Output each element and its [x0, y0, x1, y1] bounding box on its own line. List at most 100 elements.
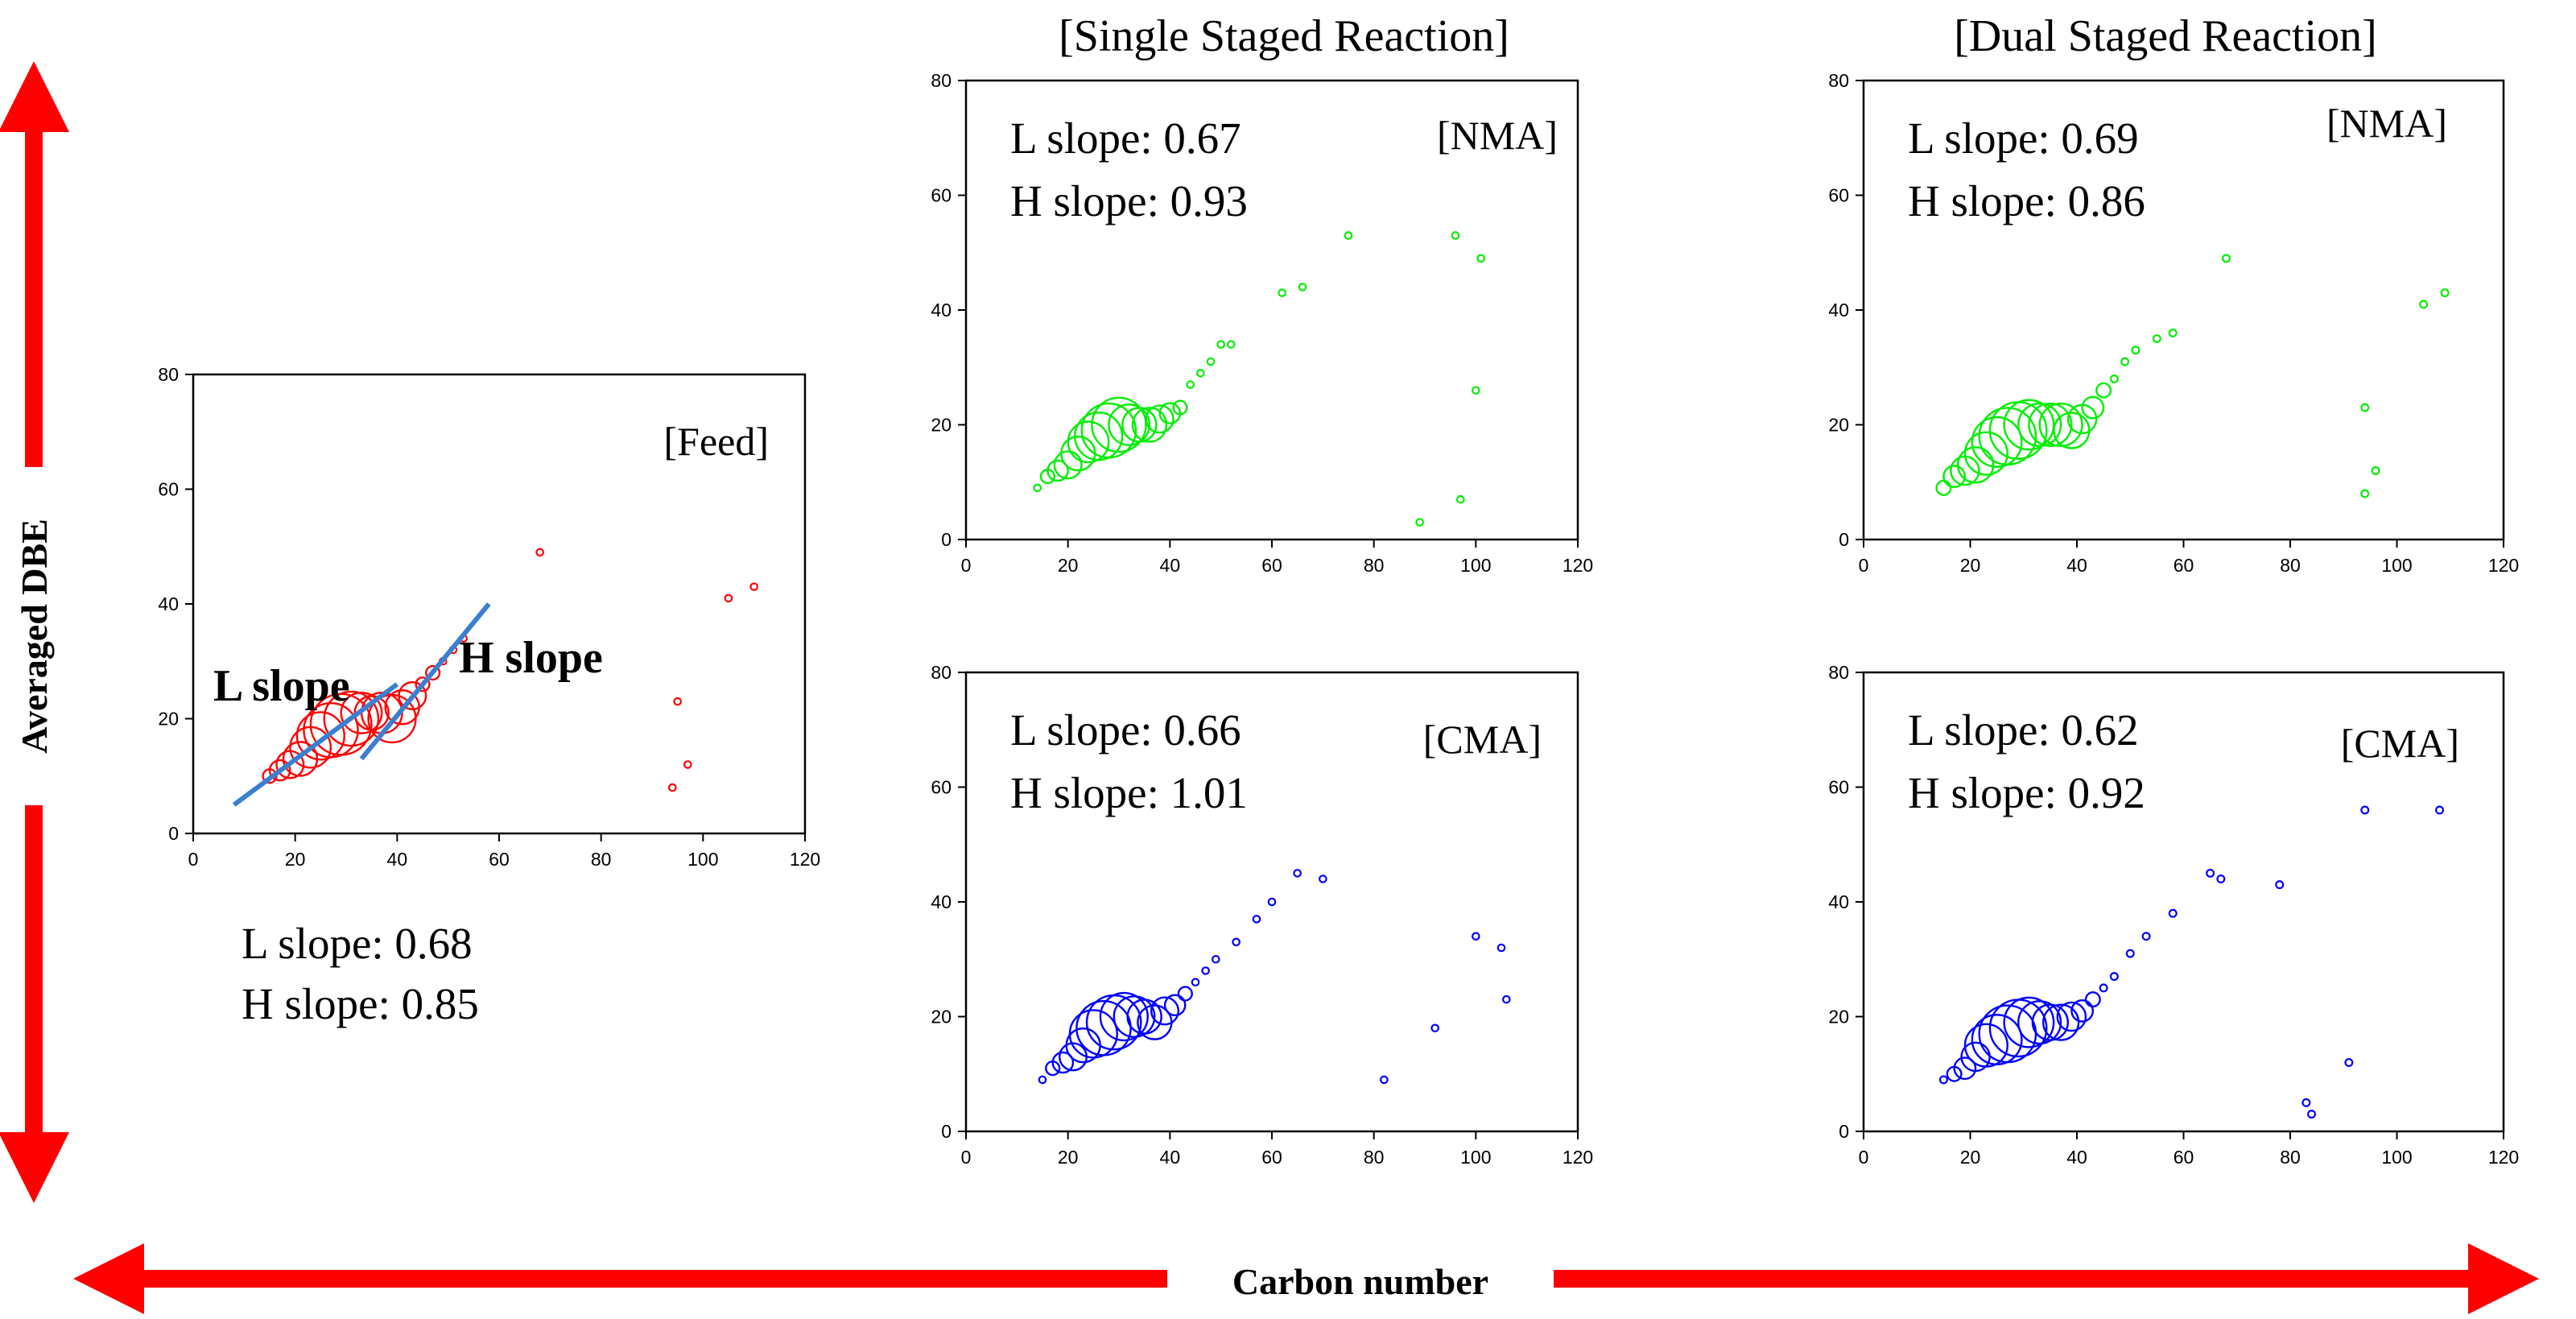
dual-cma-x-tick-label: 100: [2381, 1147, 2412, 1168]
dual-cma-data-point: [2003, 996, 2055, 1048]
dual-cma-data-point: [2275, 880, 2285, 890]
dual-cma-data-point: [2056, 1001, 2087, 1032]
dual-nma-y-tick-label: 60: [1828, 185, 1849, 206]
dual-cma-data-point: [1953, 1056, 1977, 1081]
dual-nma-data-point: [1963, 431, 2008, 476]
single-nma-sample-label: [NMA]: [1437, 113, 1558, 158]
feed-sample-label: [Feed]: [664, 419, 770, 464]
single-nma-data-point: [1476, 254, 1485, 263]
single-nma-y-tick-label: 0: [941, 529, 952, 550]
dual-cma-data-point: [2109, 972, 2119, 982]
feed-x-tick-label: 20: [285, 849, 306, 870]
panel-single-cma: 0 20 40 60 80 100 120 0 20 40 60 80 [CMA] L slope: 0.…: [931, 662, 1593, 1168]
dual-cma-data-point: [2041, 1003, 2080, 1041]
single-cma-data-point: [1319, 875, 1327, 883]
single-nma-x-tick-label: 0: [961, 555, 972, 576]
dual-nma-data-point: [2360, 403, 2370, 412]
single-nma-data-point: [1456, 494, 1465, 504]
dual-cma-data-point: [2301, 1098, 2311, 1107]
dual-nma-x-tick-label: 120: [2488, 555, 2519, 576]
dual-nma-y-tick-label: 0: [1839, 529, 1849, 550]
single-nma-data-point: [1472, 386, 1480, 395]
single-cma-data-point: [1267, 897, 1277, 907]
single-nma-data-point: [1227, 340, 1236, 349]
dual-nma-data-point: [2222, 254, 2231, 263]
dual-nma-data-point: [2131, 345, 2140, 355]
panel-dual-cma: 0 20 40 60 80 100 120 0 20 40 60 80 [CMA] L slope: 0.…: [1828, 662, 2519, 1168]
dual-cma-sample-label: [CMA]: [2341, 721, 2459, 766]
feed-data-point: [673, 697, 682, 706]
single-nma-data-point: [1196, 369, 1205, 378]
dual-cma-data-point: [2435, 805, 2444, 815]
dual-nma-data-point: [1935, 479, 1952, 496]
single-cma-data-point: [1201, 966, 1210, 975]
header-single-staged: [Single Staged Reaction]: [1059, 11, 1509, 61]
single-cma-data-point: [1150, 996, 1179, 1026]
single-cma-y-tick-label: 80: [931, 662, 952, 683]
feed-y-tick-label: 0: [168, 823, 179, 844]
dual-cma-data-point: [2125, 949, 2135, 958]
panel-feed: 0 20 40 60 80 100 120 0 20 40 60 80 [Feed]: [158, 364, 820, 870]
dual-cma-data-point: [1938, 1075, 1948, 1085]
dual-cma-data-point: [2206, 868, 2215, 878]
single-nma-data-point: [1216, 340, 1225, 349]
dual-cma-y-tick-label: 80: [1828, 662, 1849, 683]
single-cma-data-point: [1126, 999, 1162, 1035]
feed-data-point: [724, 593, 733, 603]
single-cma-x-tick-label: 100: [1460, 1147, 1491, 1168]
dual-cma-y-tick-label: 0: [1839, 1121, 1849, 1142]
single-nma-data-point: [1415, 518, 1424, 527]
dual-nma-data-point: [2095, 382, 2112, 399]
dual-cma-x-tick-label: 0: [1859, 1147, 1869, 1168]
feed-data-point: [295, 711, 345, 761]
feed-x-tick-label: 60: [489, 849, 510, 870]
feed-y-tick-label: 40: [158, 593, 179, 614]
y-axis-title: Averaged DBE: [14, 519, 55, 754]
single-cma-data-point: [1051, 1051, 1075, 1074]
feed-data-point: [323, 690, 380, 747]
single-cma-x-tick-label: 120: [1563, 1147, 1593, 1168]
single-nma-data-point: [1121, 407, 1158, 443]
feed-data-point: [683, 760, 692, 769]
single-nma-data-point: [1074, 411, 1124, 461]
single-nma-data-point: [1298, 283, 1307, 292]
dual-cma-data-point: [2141, 932, 2151, 941]
single-cma-data-point: [1472, 932, 1480, 941]
single-nma-data-point: [1080, 402, 1137, 459]
feed-data-point: [268, 759, 291, 782]
feed-y-tick-label: 20: [158, 709, 179, 730]
single-cma-data-point: [1068, 1009, 1118, 1059]
dual-cma-x-tick-label: 80: [2280, 1147, 2301, 1168]
single-cma-x-tick-label: 0: [961, 1147, 972, 1168]
single-cma-data-point: [1038, 1075, 1047, 1085]
single-cma-y-tick-label: 0: [941, 1121, 952, 1142]
dual-cma-data-point: [2070, 999, 2095, 1023]
feed-l-slope-value: L slope: 0.68: [242, 919, 473, 968]
single-nma-y-tick-label: 80: [931, 70, 952, 91]
dual-nma-data-point: [2419, 300, 2429, 309]
feed-h-slope-value: H slope: 0.85: [242, 979, 479, 1028]
dual-nma-data-point: [2017, 402, 2062, 448]
dual-cma-data-point: [2168, 908, 2178, 918]
feed-h-slope-annotation: H slope: [459, 633, 603, 683]
single-nma-x-tick-label: 80: [1364, 555, 1385, 576]
panel-single-nma: 0 20 40 60 80 100 120 0 20 40 60 80 [NMA] L slope: 0.…: [931, 70, 1593, 576]
single-nma-data-point: [1053, 450, 1083, 480]
feed-data-point: [425, 664, 441, 681]
single-cma-y-tick-label: 40: [931, 891, 952, 912]
single-nma-data-point: [1046, 459, 1069, 482]
feed-data-point: [415, 676, 431, 693]
dual-nma-data-point: [2360, 489, 2370, 498]
single-nma-y-tick-label: 40: [931, 300, 952, 320]
header-dual-staged: [Dual Staged Reaction]: [1954, 11, 2377, 61]
feed-data-point: [303, 701, 359, 759]
dual-cma-y-tick-label: 20: [1828, 1007, 1849, 1027]
dual-nma-y-tick-label: 80: [1828, 70, 1849, 91]
dual-cma-y-tick-label: 60: [1828, 777, 1849, 798]
single-nma-data-point: [1091, 396, 1147, 453]
single-cma-data-point: [1430, 1023, 1439, 1033]
single-nma-y-tick-label: 60: [931, 185, 952, 206]
dual-cma-slope-value: H slope: 0.92: [1908, 768, 2145, 817]
dual-nma-slope-value: L slope: 0.69: [1908, 114, 2139, 163]
single-nma-data-point: [1172, 399, 1188, 416]
